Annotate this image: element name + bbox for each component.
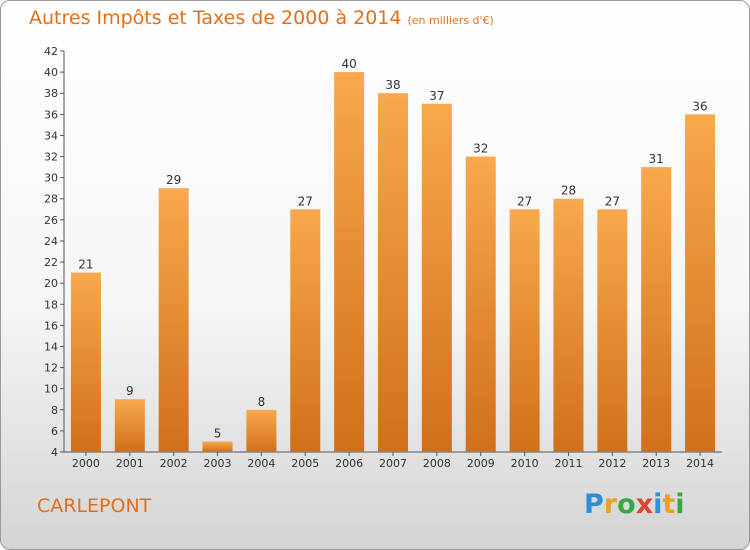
y-tick-label: 38 [44, 87, 58, 100]
x-tick-label: 2014 [686, 457, 714, 470]
bar [334, 72, 365, 453]
bar [509, 209, 540, 452]
title-unit: (en milliers d'€) [407, 14, 494, 27]
bar [378, 93, 408, 453]
bar [114, 399, 145, 452]
bar [685, 114, 716, 452]
bar-value-label: 38 [385, 78, 400, 92]
y-tick-label: 16 [44, 319, 58, 332]
bar [597, 209, 628, 452]
bar-value-label: 21 [78, 258, 93, 272]
x-tick-label: 2013 [642, 457, 670, 470]
bar [290, 209, 321, 452]
y-tick-label: 6 [51, 425, 58, 438]
y-tick-label: 30 [44, 172, 58, 185]
x-tick-label: 2002 [160, 457, 188, 470]
chart-title: Autres Impôts et Taxes de 2000 à 2014 (en… [29, 7, 494, 29]
y-tick-label: 14 [44, 340, 58, 353]
y-tick-label: 12 [44, 362, 58, 375]
y-tick-label: 34 [44, 129, 58, 142]
bar [553, 198, 584, 452]
bar-value-label: 29 [166, 173, 181, 187]
logo-letter: P [584, 489, 604, 520]
y-tick-label: 24 [44, 235, 58, 248]
bar [421, 103, 452, 453]
bar-value-label: 27 [605, 194, 620, 208]
x-tick-label: 2000 [72, 457, 100, 470]
bar [70, 272, 101, 452]
x-tick-label: 2007 [379, 457, 407, 470]
logo-letter: i [653, 489, 663, 520]
bar [158, 188, 189, 452]
commune-name: CARLEPONT [37, 495, 152, 517]
bar [465, 156, 496, 453]
y-axis: 4 6 8 10 12 14 16 18 20 22 24 26 28 30 32 34 36 38 40 42 [44, 45, 65, 459]
bar-value-label: 5 [214, 426, 222, 440]
bar-value-label: 40 [341, 57, 356, 71]
logo-letter: i [675, 489, 685, 520]
bar [246, 409, 277, 452]
y-tick-label: 8 [51, 404, 58, 417]
bar-value-label: 32 [473, 142, 488, 156]
bar-value-label: 31 [649, 152, 664, 166]
x-tick-label: 2003 [204, 457, 232, 470]
y-tick-label: 10 [44, 383, 58, 396]
y-tick-label: 28 [44, 193, 58, 206]
title-text: Autres Impôts et Taxes de 2000 à 2014 [29, 7, 402, 29]
x-axis: 2000 2001 2002 2003 2004 2005 2006 2007 2008 2009… [64, 451, 722, 470]
logo-letter: o [617, 489, 636, 520]
logo-letter: r [603, 489, 618, 520]
bar-value-label: 28 [561, 184, 576, 198]
y-tick-label: 42 [44, 45, 58, 58]
x-tick-label: 2012 [598, 457, 626, 470]
bar-value-label: 9 [126, 384, 134, 398]
y-tick-label: 40 [44, 66, 58, 79]
bar-value-label: 27 [517, 194, 532, 208]
y-tick-label: 20 [44, 277, 58, 290]
y-tick-label: 18 [44, 298, 58, 311]
y-tick-label: 26 [44, 214, 58, 227]
logo-letter: x [635, 489, 654, 520]
x-tick-label: 2004 [247, 457, 275, 470]
x-tick-label: 2006 [335, 457, 363, 470]
bar [641, 167, 672, 452]
x-tick-label: 2011 [554, 457, 582, 470]
logo-letter: t [662, 489, 676, 520]
bar-value-label: 37 [429, 89, 444, 103]
proxiti-logo[interactable]: Proxiti [584, 489, 685, 520]
y-tick-label: 4 [51, 446, 58, 459]
x-tick-label: 2009 [467, 457, 495, 470]
x-tick-label: 2010 [511, 457, 539, 470]
y-tick-label: 32 [44, 151, 58, 164]
bar-value-label: 36 [692, 99, 707, 113]
x-tick-label: 2008 [423, 457, 451, 470]
bar [202, 441, 233, 452]
y-tick-label: 36 [44, 108, 58, 121]
y-tick-label: 22 [44, 256, 58, 269]
bars: 21 9 29 5 8 27 40 38 37 32 27 28 27 31 36 [70, 57, 716, 453]
bar-value-label: 8 [258, 395, 266, 409]
x-tick-label: 2005 [291, 457, 319, 470]
bar-value-label: 27 [298, 194, 313, 208]
x-tick-label: 2001 [116, 457, 144, 470]
